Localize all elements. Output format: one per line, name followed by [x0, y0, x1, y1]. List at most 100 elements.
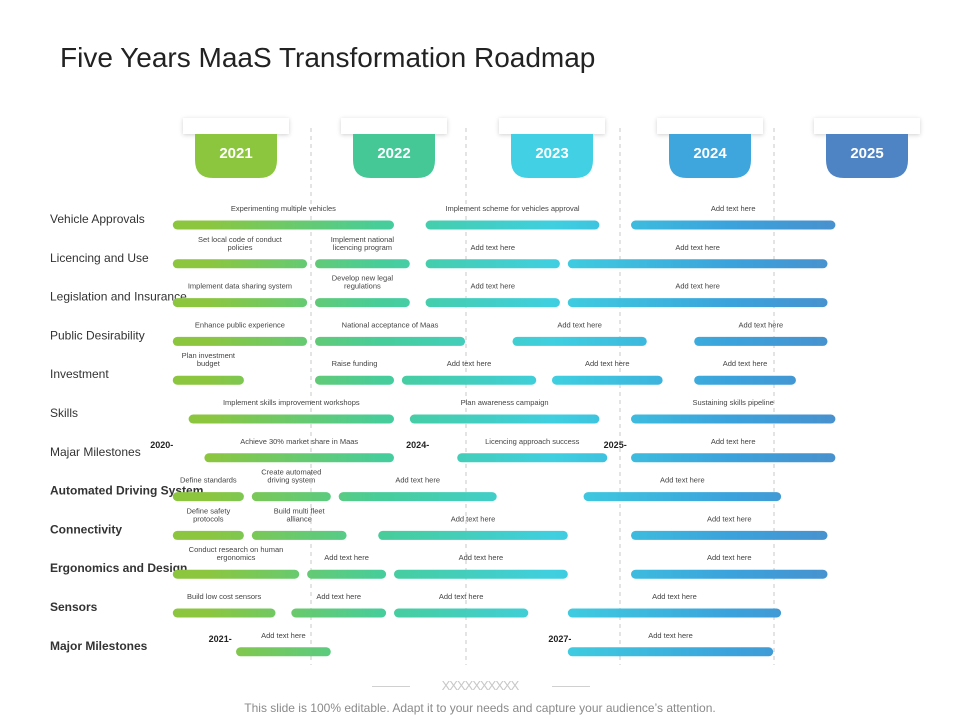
- timeline-item: Plan investment budget: [172, 351, 244, 385]
- row-labels: Vehicle Approvals Licencing and Use Legisl…: [50, 212, 203, 653]
- timeline-item-label: Add text here: [395, 476, 440, 485]
- timeline-bar: [251, 492, 331, 502]
- timeline-item: Implement skills improvement workshops: [188, 398, 394, 424]
- timeline-item-label: Add text here: [447, 359, 492, 368]
- timeline-bar: [172, 492, 244, 502]
- row-label: Investment: [50, 367, 109, 381]
- year-tab-fill: [511, 134, 593, 178]
- timeline-item: Add text here: [338, 476, 497, 502]
- timeline-item: Conduct research on human ergonomics: [172, 545, 300, 579]
- timeline-item: Add text here: [694, 320, 828, 346]
- timeline-item-label: Create automated driving system: [261, 468, 321, 485]
- timeline-bar: [694, 336, 828, 346]
- timeline-bar: [338, 492, 497, 502]
- year-tab-2022: 2022: [341, 118, 447, 178]
- year-tab-card: [814, 118, 920, 134]
- year-tab-fill: [195, 134, 277, 178]
- footer-divider-right: [552, 686, 590, 687]
- timeline-item-label: Enhance public experience: [195, 320, 285, 329]
- timeline-item-label: Implement data sharing system: [188, 282, 292, 291]
- year-dividers: [310, 128, 775, 665]
- timeline-item: Raise funding: [315, 359, 394, 385]
- row-label: Automated Driving System: [50, 484, 203, 498]
- year-tab-fill: [353, 134, 435, 178]
- timeline-bar: [512, 336, 647, 346]
- timeline-bar: [172, 569, 300, 579]
- timeline-item: National acceptance of Maas: [315, 320, 466, 346]
- timeline-bar: [425, 259, 560, 269]
- timeline-bar: [315, 298, 410, 308]
- timeline-item-label: Experimenting multiple vehicles: [231, 204, 336, 213]
- year-tab-card: [499, 118, 605, 134]
- timeline-item-label: Add text here: [451, 514, 496, 523]
- timeline-bar: [236, 647, 331, 657]
- footer-note: This slide is 100% editable. Adapt it to…: [244, 701, 716, 715]
- timeline-item: Add text here: [631, 437, 836, 463]
- page-title: Five Years MaaS Transformation Roadmap: [60, 42, 596, 73]
- timeline-item-label: Add text here: [459, 553, 504, 562]
- timeline-item: Add text here: [567, 282, 828, 308]
- year-label: 2022: [377, 145, 410, 162]
- timeline-bars: Experimenting multiple vehicles Implement…: [150, 204, 836, 657]
- timeline-item-label: Add text here: [711, 204, 756, 213]
- timeline-item: Enhance public experience: [172, 320, 308, 346]
- timeline-item-label: Add text here: [585, 359, 630, 368]
- timeline-bar: [172, 530, 244, 540]
- timeline-bar: [307, 569, 387, 579]
- timeline-item-label: Add text here: [470, 243, 515, 252]
- milestone-year-marker: 2020-: [150, 440, 173, 450]
- timeline-item: Implement scheme for vehicles approval: [425, 204, 600, 230]
- year-tab-fill: [826, 134, 908, 178]
- timeline-item-label: Implement scheme for vehicles approval: [445, 204, 580, 213]
- row-label: Majar Milestones: [50, 445, 141, 459]
- timeline-item-label: National acceptance of Maas: [342, 320, 439, 329]
- timeline-bar: [172, 220, 394, 230]
- timeline-item-label: Add text here: [707, 553, 752, 562]
- timeline-bar: [172, 608, 276, 618]
- timeline-item: Sustaining skills pipeline: [631, 398, 836, 424]
- row-label: Public Desirability: [50, 328, 145, 342]
- row-label: Legislation and Insurance: [50, 290, 187, 304]
- timeline-item: Add text here: [307, 553, 387, 579]
- milestone-year-marker: 2027-: [548, 634, 571, 644]
- timeline-bar: [457, 453, 608, 463]
- footer-decoration: XXXXXXXXXX: [441, 678, 520, 693]
- timeline-item: Plan awareness campaign: [409, 398, 600, 424]
- timeline-item-label: Develop new legal regulations: [332, 274, 394, 291]
- timeline-item-label: Define safety protocols: [186, 506, 230, 523]
- timeline-item: Add text here: [631, 553, 828, 579]
- timeline-item: Add text here: [291, 592, 387, 618]
- timeline-item: Add text here: [394, 553, 568, 579]
- timeline-item-label: Add text here: [660, 476, 705, 485]
- year-label: 2025: [850, 145, 883, 162]
- timeline-bar: [188, 414, 394, 424]
- timeline-bar: [631, 414, 836, 424]
- timeline-bar: [251, 530, 347, 540]
- timeline-item-label: Achieve 30% market share in Maas: [240, 437, 358, 446]
- timeline-item: Add text here: [401, 359, 537, 385]
- timeline-item-label: Implement national licencing program: [331, 235, 395, 252]
- timeline-item: Add text here: [425, 243, 560, 269]
- timeline-item-label: Add text here: [711, 437, 756, 446]
- timeline-item-label: Conduct research on human ergonomics: [189, 545, 284, 562]
- row-label: Vehicle Approvals: [50, 212, 145, 226]
- timeline-item: Build low cost sensors: [172, 592, 276, 618]
- year-tab-2021: 2021: [183, 118, 289, 178]
- timeline-item-label: Build low cost sensors: [187, 592, 261, 601]
- timeline-item: Add text here: [378, 514, 568, 540]
- timeline-item: Implement data sharing system: [172, 282, 308, 308]
- timeline-item-label: Plan investment budget: [182, 351, 236, 368]
- timeline-item-label: Licencing approach success: [485, 437, 579, 446]
- timeline-item-label: Raise funding: [332, 359, 378, 368]
- timeline-item: Add text here: [512, 320, 647, 346]
- timeline-bar: [394, 608, 529, 618]
- row-label: Ergonomics and Design: [50, 561, 187, 575]
- timeline-bar: [172, 375, 244, 385]
- year-tab-card: [657, 118, 763, 134]
- timeline-item: Add text here: [236, 631, 331, 657]
- timeline-bar: [631, 530, 828, 540]
- timeline-bar: [172, 298, 308, 308]
- timeline-bar: [567, 647, 774, 657]
- timeline-item: Define safety protocols: [172, 506, 244, 540]
